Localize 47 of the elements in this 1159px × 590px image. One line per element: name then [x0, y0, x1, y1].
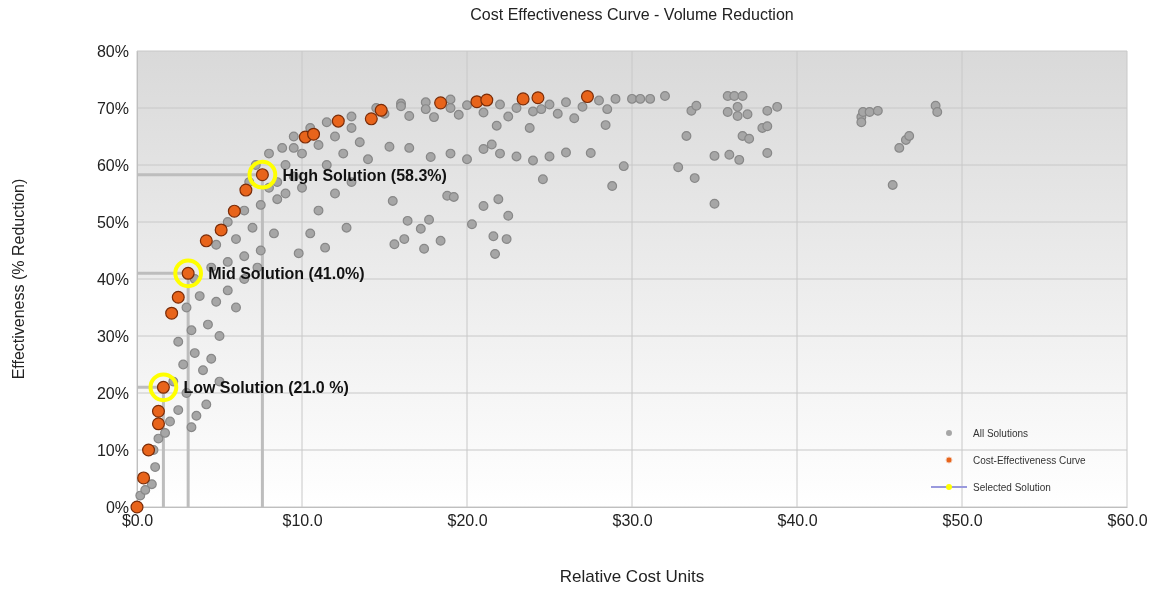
point: [130, 500, 144, 514]
point: [142, 443, 156, 457]
point: [331, 114, 345, 128]
annotation: High Solution (58.3%): [282, 166, 447, 184]
point: [434, 96, 448, 110]
point: [307, 127, 321, 141]
x-tick-label: $40.0: [777, 512, 818, 530]
point: [580, 90, 594, 104]
point: [137, 471, 151, 485]
x-axis-title: Relative Cost Units: [559, 567, 705, 586]
y-tick-label: 30%: [96, 327, 129, 345]
point: [151, 404, 165, 418]
y-tick-label: 80%: [96, 42, 129, 60]
point: [239, 183, 253, 197]
x-tick-label: $60.0: [1107, 512, 1148, 530]
y-tick-label: 60%: [96, 156, 129, 174]
x-tick-label: $20.0: [447, 512, 488, 530]
y-tick-label: 20%: [96, 384, 129, 402]
point: [148, 372, 179, 403]
legend-label: Selected Solution: [973, 482, 1051, 493]
y-tick-label: 70%: [96, 99, 129, 117]
y-axis-title: Effectiveness (% Reduction): [10, 178, 27, 380]
point: [531, 91, 545, 105]
y-tick-label: 40%: [96, 270, 129, 288]
point: [173, 258, 204, 289]
annotation: Mid Solution (41.0%): [208, 265, 365, 283]
x-tick-label: $0.0: [121, 512, 154, 530]
x-tick-label: $50.0: [942, 512, 983, 530]
annotation: Low Solution (21.0 %): [183, 379, 349, 397]
point: [480, 93, 494, 107]
legend-label: All Solutions: [973, 428, 1029, 439]
point: [199, 234, 213, 248]
y-tick-label: 10%: [96, 441, 129, 459]
point: [227, 204, 241, 218]
point: [364, 112, 378, 126]
point: [171, 290, 185, 304]
point: [165, 306, 179, 320]
legend-label: Cost-Effectiveness Curve: [973, 455, 1087, 466]
point: [374, 103, 388, 117]
y-tick-label: 50%: [96, 213, 129, 231]
chart-title: Cost Effectiveness Curve - Volume Reduction: [470, 6, 794, 23]
point: [516, 92, 530, 106]
point: [214, 223, 228, 237]
point: [247, 159, 278, 190]
point: [151, 417, 165, 431]
x-tick-label: $30.0: [612, 512, 653, 530]
x-tick-label: $10.0: [282, 512, 323, 530]
